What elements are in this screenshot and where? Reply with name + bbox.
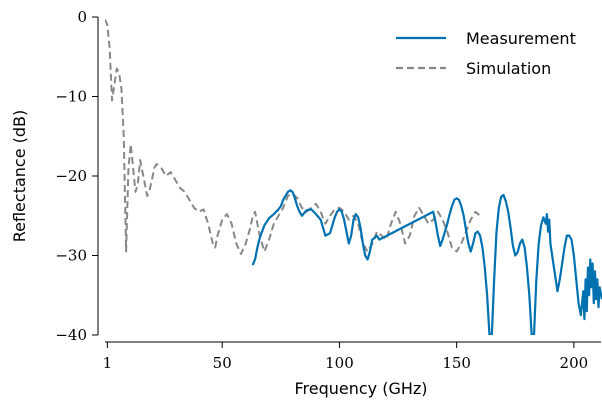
- y-tick-label: −10: [55, 88, 87, 106]
- legend: Measurement Simulation: [396, 29, 576, 78]
- y-tick-label: 0: [77, 8, 87, 26]
- x-tick-label: 150: [442, 354, 471, 372]
- legend-label: Measurement: [466, 29, 576, 48]
- x-tick-label: 50: [213, 354, 232, 372]
- x-tick-label: 1: [103, 354, 113, 372]
- series-line-measurement: [251, 189, 602, 335]
- y-tick-label: −30: [55, 247, 87, 265]
- y-ticks: 0 −10 −20 −30 −40: [55, 8, 98, 344]
- x-tick-label: 100: [325, 354, 354, 372]
- series-layer: [105, 18, 602, 335]
- x-ticks: 1 50 100 150 200: [103, 342, 589, 372]
- y-axis-title: Reflectance (dB): [10, 110, 29, 243]
- x-axis-title: Frequency (GHz): [294, 379, 427, 398]
- y-tick-label: −40: [55, 326, 87, 344]
- x-tick-label: 200: [560, 354, 589, 372]
- series-line-simulation: [105, 18, 481, 255]
- y-tick-label: −20: [55, 167, 87, 185]
- legend-label: Simulation: [466, 59, 551, 78]
